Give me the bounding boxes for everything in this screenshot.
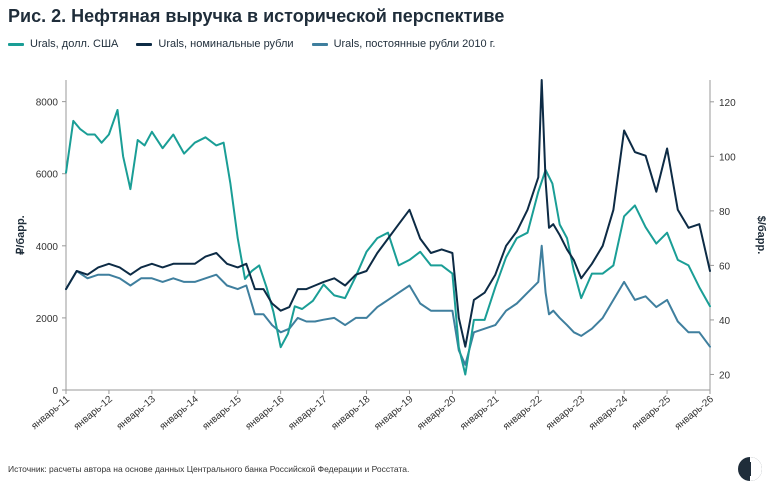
chart-svg: 0 2000 4000 6000 8000 20 40 60 80 100 120 ₽/барр. $/… [15,79,767,432]
x-tick-label: январь-26 [673,394,716,433]
legend-swatch-constant [311,42,328,46]
series-line-constant [65,244,711,366]
y-tick-label-right: 120 [719,98,736,109]
chart-title: Рис. 2. Нефтяная выручка в исторической … [8,6,505,26]
chart-axes: 0 2000 4000 6000 8000 20 40 60 80 100 120 ₽/барр. $/… [15,80,767,432]
logo-icon [738,457,762,481]
legend-item-nominal: Urals, номинальные рубли [136,38,294,50]
source-note: Источник: расчеты автора на основе данны… [8,464,410,474]
legend-label-usd: Urals, долл. США [30,38,119,50]
y-tick-label-left: 0 [52,386,58,397]
x-tick-label: январь-11 [29,394,72,432]
y-tick-label-left: 8000 [36,98,59,109]
x-tick-label: январь-16 [244,394,287,433]
x-tick-label: январь-17 [287,394,330,433]
y-tick-label-right: 20 [719,370,731,381]
x-tick-label: январь-23 [544,394,587,433]
x-tick-label: январь-20 [415,394,458,433]
legend-item-constant: Urals, постоянные рубли 2010 г. [311,38,496,50]
x-tick-label: январь-18 [329,394,372,433]
legend-swatch-nominal [136,42,153,46]
y-tick-label-right: 100 [719,152,736,163]
x-tick-label: январь-14 [158,394,201,433]
series-line-nominal [65,79,711,348]
x-tick-label: январь-25 [630,394,673,433]
y-tick-label-left: 4000 [36,242,59,253]
legend: Urals, долл. США Urals, номинальные рубл… [8,38,495,50]
legend-label-nominal: Urals, номинальные рубли [158,38,294,50]
x-tick-label: январь-13 [115,394,158,433]
series-line-usd [65,109,711,376]
y-axis-title-left: ₽/барр. [15,215,27,254]
y-tick-label-right: 40 [719,316,731,327]
x-tick-label: январь-21 [458,394,501,433]
legend-label-constant: Urals, постоянные рубли 2010 г. [333,38,496,50]
x-tick-label: январь-12 [72,394,115,433]
y-tick-label-right: 80 [719,207,731,218]
x-tick-label: январь-15 [201,394,244,433]
y-tick-label-left: 6000 [36,170,59,181]
x-tick-label: январь-22 [501,394,544,433]
legend-swatch-usd [8,42,24,46]
y-tick-label-left: 2000 [36,314,59,325]
legend-item-usd: Urals, долл. США [8,38,118,50]
x-tick-label: январь-24 [587,394,630,433]
y-axis-title-right: $/барр. [755,216,767,255]
chart-lines [65,79,711,376]
y-tick-label-right: 60 [719,261,731,272]
x-tick-label: январь-19 [372,394,415,433]
